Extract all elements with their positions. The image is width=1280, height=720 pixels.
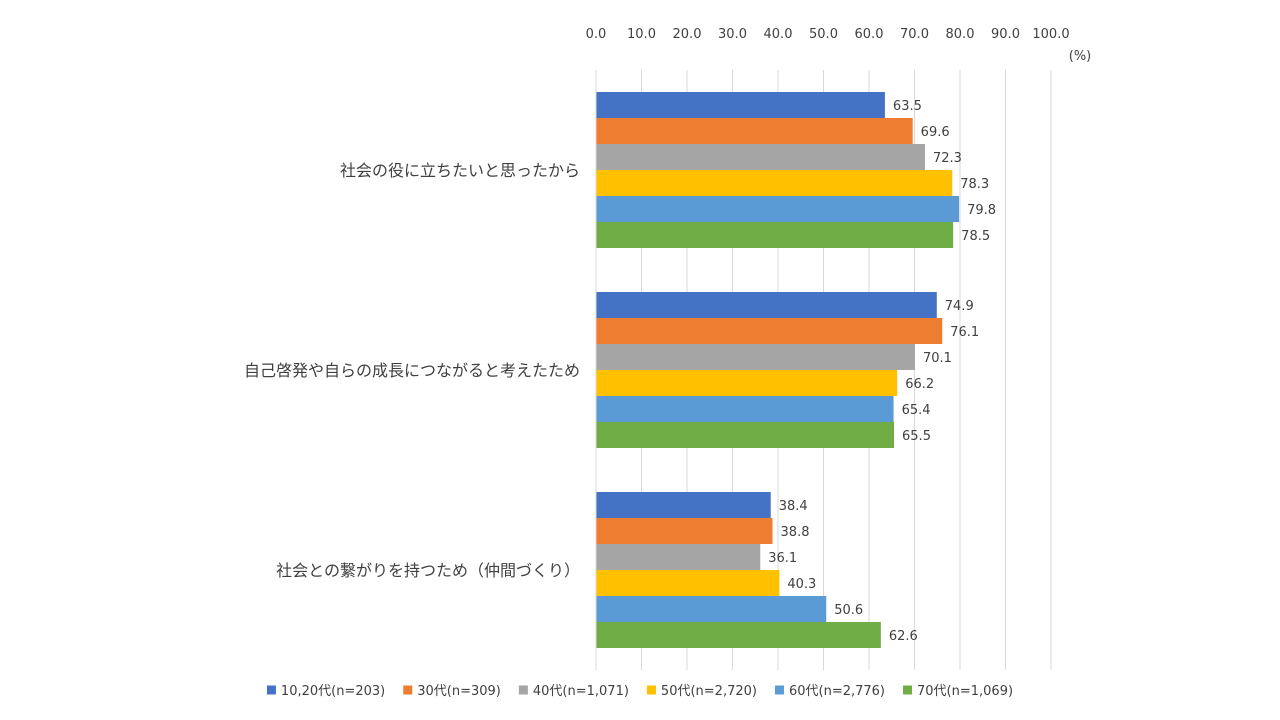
data-label: 70.1	[923, 351, 952, 366]
bar	[596, 570, 780, 596]
unit-label: (%)	[1069, 49, 1092, 64]
bar	[596, 144, 925, 170]
x-tick-label: 60.0	[855, 27, 884, 42]
bar	[596, 396, 894, 422]
bar	[596, 344, 915, 370]
bar	[596, 596, 827, 622]
data-label: 50.6	[834, 603, 863, 618]
data-label: 78.5	[961, 229, 990, 244]
bar	[596, 622, 881, 648]
data-label: 38.8	[781, 525, 810, 540]
bar	[596, 422, 895, 448]
data-label: 74.9	[945, 299, 974, 314]
bar	[596, 518, 773, 544]
x-tick-label: 90.0	[991, 27, 1020, 42]
legend-label: 10,20代(n=203)	[281, 684, 385, 699]
data-label: 65.4	[902, 403, 931, 418]
legend-item: 10,20代(n=203)	[266, 684, 385, 699]
bar	[596, 222, 954, 248]
category-label: 自己啓発や自らの成長につながると考えたため	[244, 361, 580, 380]
bar	[596, 196, 960, 222]
data-labels: 63.5 69.6 72.3 78.3 79.8 78.5 74.9 76.1 70.1 66.2…	[768, 99, 996, 644]
category-label: 社会との繋がりを持つため（仲間づくり）	[276, 561, 580, 580]
data-label: 62.6	[889, 629, 918, 644]
x-tick-label: 80.0	[946, 27, 975, 42]
bar	[596, 492, 771, 518]
data-label: 72.3	[933, 151, 962, 166]
legend-label: 30代(n=309)	[417, 684, 501, 699]
legend-item: 40代(n=1,071)	[518, 684, 629, 699]
data-label: 76.1	[950, 325, 979, 340]
legend-marker	[266, 685, 276, 695]
data-label: 40.3	[787, 577, 816, 592]
legend-marker	[646, 685, 656, 695]
x-tick-label: 10.0	[627, 27, 656, 42]
x-tick-label: 70.0	[900, 27, 929, 42]
data-label: 79.8	[967, 203, 996, 218]
data-label: 69.6	[921, 125, 950, 140]
x-tick-label: 50.0	[809, 27, 838, 42]
legend-marker	[518, 685, 528, 695]
data-label: 63.5	[893, 99, 922, 114]
legend-label: 70代(n=1,069)	[917, 684, 1013, 699]
bar	[596, 92, 885, 118]
x-tick-label: 30.0	[718, 27, 747, 42]
bar	[596, 318, 943, 344]
data-label: 65.5	[902, 429, 931, 444]
data-label: 78.3	[960, 177, 989, 192]
legend-marker	[903, 685, 913, 695]
legend-marker	[403, 685, 413, 695]
bar	[596, 292, 937, 318]
x-tick-label: 100.0	[1032, 27, 1069, 42]
legend-label: 60代(n=2,776)	[789, 684, 885, 699]
legend-item: 70代(n=1,069)	[903, 684, 1013, 699]
bars	[596, 92, 960, 648]
data-label: 38.4	[779, 499, 808, 514]
legend-item: 30代(n=309)	[403, 684, 501, 699]
data-label: 36.1	[768, 551, 797, 566]
bar	[596, 170, 953, 196]
x-axis-ticks: 0.0 10.0 20.0 30.0 40.0 50.0 60.0 70.0 80.0 90.0 1…	[586, 27, 1070, 42]
legend-marker	[774, 685, 784, 695]
legend-label: 50代(n=2,720)	[661, 684, 757, 699]
legend-item: 60代(n=2,776)	[774, 684, 885, 699]
legend: 10,20代(n=203) 30代(n=309) 40代(n=1,071) 50代(n…	[266, 684, 1013, 699]
category-labels: 社会の役に立ちたいと思ったから自己啓発や自らの成長につながると考えたため社会との…	[244, 161, 580, 580]
legend-label: 40代(n=1,071)	[533, 684, 629, 699]
bar	[596, 544, 761, 570]
category-label: 社会の役に立ちたいと思ったから	[340, 161, 580, 180]
bar	[596, 118, 913, 144]
x-tick-label: 20.0	[673, 27, 702, 42]
data-label: 66.2	[905, 377, 934, 392]
x-tick-label: 40.0	[764, 27, 793, 42]
x-tick-label: 0.0	[586, 27, 607, 42]
legend-item: 50代(n=2,720)	[646, 684, 757, 699]
bar	[596, 370, 898, 396]
